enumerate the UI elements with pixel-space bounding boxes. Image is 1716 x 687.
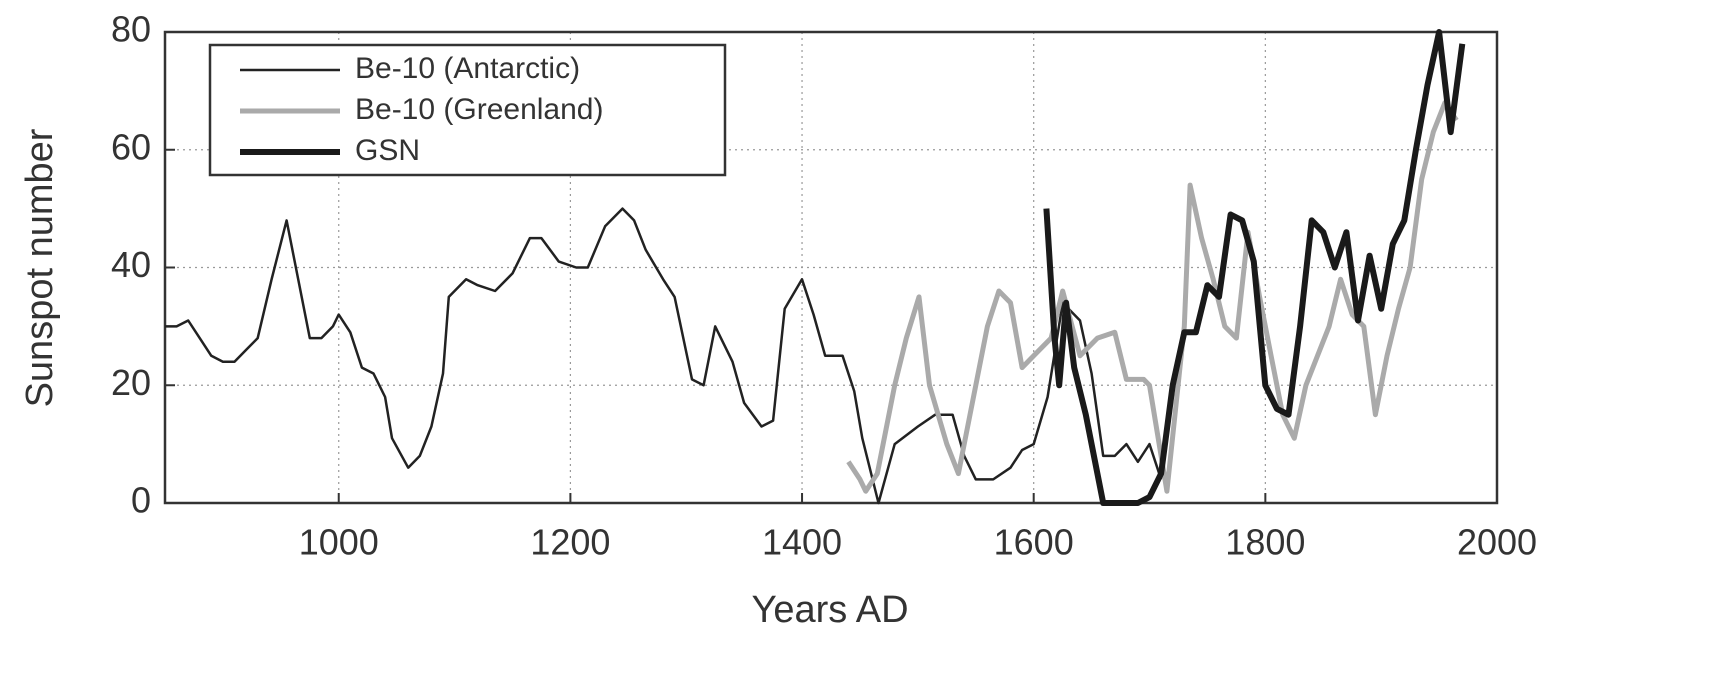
data-line [1043,29,1466,506]
x-tick-label: 1600 [994,522,1074,563]
plot-frame [163,30,1499,505]
legend-label: Be-10 (Greenland) [355,93,603,126]
x-tick-label: 1000 [299,522,379,563]
x-axis-label: Years AD [751,589,908,631]
x-tick-label: 1200 [530,522,610,563]
y-tick-label: 80 [111,9,151,50]
legend-label: GSN [355,134,420,167]
y-tick-label: 20 [111,362,151,403]
x-tick-label: 1400 [762,522,842,563]
y-tick-label: 0 [131,480,151,521]
legend-label: Be-10 (Antarctic) [355,52,580,85]
data-line [846,100,1459,494]
data-line [165,207,1163,505]
y-tick-label: 40 [111,244,151,285]
x-tick-label: 1800 [1225,522,1305,563]
y-tick-label: 60 [111,126,151,167]
x-tick-label: 2000 [1457,522,1537,563]
y-axis-label: Sunspot number [19,128,61,407]
